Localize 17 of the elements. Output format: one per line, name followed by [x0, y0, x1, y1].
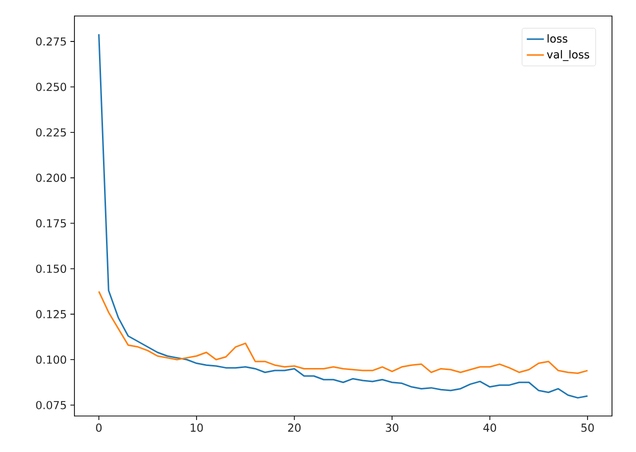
- x-tick-label: 0: [96, 424, 102, 432]
- y-tick-label: 0.125: [36, 310, 66, 318]
- y-tick-label: 0.175: [36, 219, 66, 228]
- y-tick-label: 0.150: [36, 264, 66, 273]
- y-tick-label: 0.075: [36, 400, 66, 410]
- y-tick-label: 0.100: [36, 355, 66, 364]
- x-tick-label: 30: [386, 424, 398, 432]
- legend-label: val_loss: [546, 50, 590, 61]
- y-tick-label: 0.275: [36, 37, 66, 46]
- x-tick-label: 20: [288, 424, 301, 432]
- x-tick-label: 40: [483, 424, 496, 432]
- x-tick-label: 10: [190, 424, 203, 432]
- legend-label: loss: [548, 34, 568, 43]
- x-tick-label: 50: [581, 424, 594, 432]
- y-tick-label: 0.250: [36, 82, 66, 92]
- y-tick-label: 0.225: [36, 128, 66, 137]
- y-tick-label: 0.200: [36, 174, 66, 182]
